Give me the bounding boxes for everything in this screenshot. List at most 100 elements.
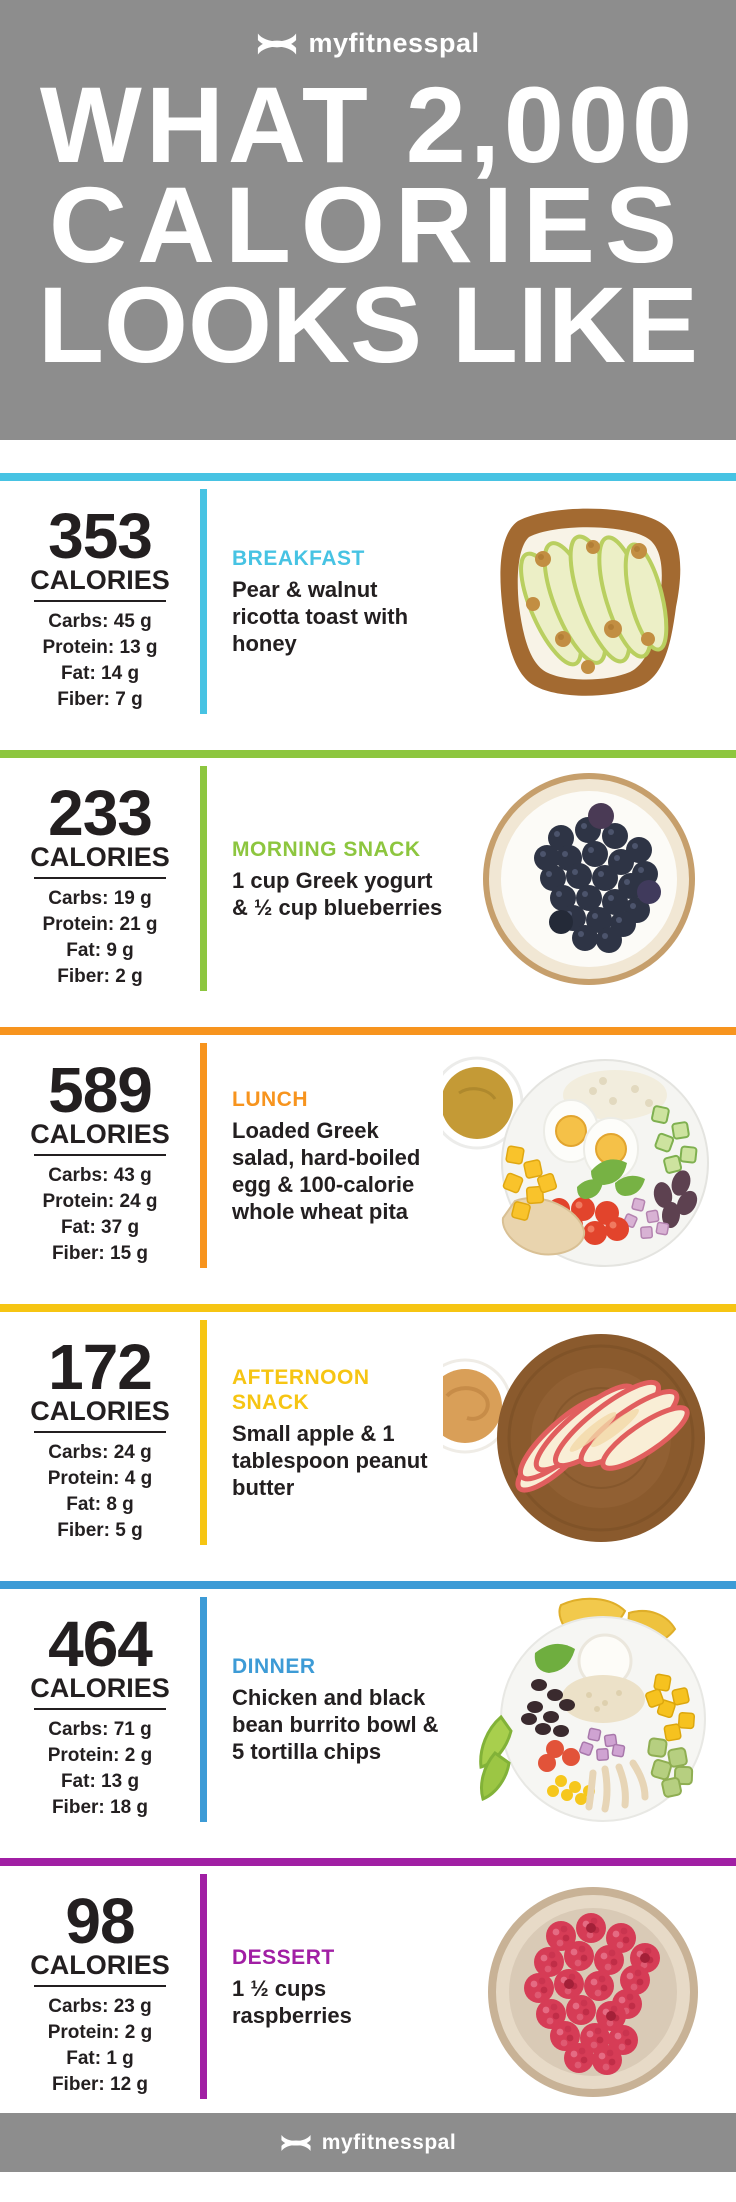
calories-label: CALORIES bbox=[30, 1673, 170, 1703]
divider-rule bbox=[34, 1154, 166, 1156]
carbs-stat: Carbs: 71 g bbox=[48, 1719, 152, 1740]
greek-yogurt-blueberries-bowl-photo bbox=[443, 766, 736, 991]
protein-stat: Protein: 2 g bbox=[47, 2022, 153, 2043]
apple-slices-peanut-butter-illustration bbox=[443, 1320, 736, 1545]
raspberries-bowl-illustration bbox=[443, 1874, 736, 2099]
meal-section-breakfast: 353 CALORIES Carbs: 45 g Protein: 13 g F… bbox=[0, 473, 736, 714]
meal-label: AFTERNOON SNACK bbox=[232, 1365, 370, 1414]
meal-section-dessert: 98 CALORIES Carbs: 23 g Protein: 2 g Fat… bbox=[0, 1858, 736, 2099]
meal-section-lunch: 589 CALORIES Carbs: 43 g Protein: 24 g F… bbox=[0, 1027, 736, 1268]
calorie-summary: 172 CALORIES Carbs: 24 g Protein: 4 g Fa… bbox=[0, 1320, 200, 1544]
calorie-summary: 464 CALORIES Carbs: 71 g Protein: 2 g Fa… bbox=[0, 1597, 200, 1821]
calorie-summary: 98 CALORIES Carbs: 23 g Protein: 2 g Fat… bbox=[0, 1874, 200, 2098]
fiber-stat: Fiber: 12 g bbox=[51, 2074, 149, 2095]
calories-label: CALORIES bbox=[30, 1396, 170, 1426]
protein-stat: Protein: 2 g bbox=[47, 1745, 153, 1766]
page-title: WHAT 2,000 CALORIES LOOKS LIKE bbox=[0, 64, 736, 385]
meal-sections: 353 CALORIES Carbs: 45 g Protein: 13 g F… bbox=[0, 440, 736, 2099]
meal-info: BREAKFAST Pear & walnut ricotta toast wi… bbox=[232, 489, 444, 714]
under-armour-logo-icon bbox=[281, 2134, 311, 2151]
brand-logo: myfitnesspal bbox=[0, 28, 736, 59]
vertical-accent-divider bbox=[200, 766, 207, 991]
meal-info: AFTERNOON SNACK Small apple & 1 tablespo… bbox=[232, 1320, 444, 1545]
meal-info: DINNER Chicken and black bean burrito bo… bbox=[232, 1597, 444, 1822]
calories-label: CALORIES bbox=[30, 565, 170, 595]
meal-description: Loaded Greek salad, hard-boiled egg & 10… bbox=[232, 1117, 421, 1224]
calories-value: 589 bbox=[48, 1054, 153, 1126]
fiber-stat: Fiber: 2 g bbox=[57, 966, 143, 987]
fat-stat: Fat: 13 g bbox=[60, 1771, 140, 1792]
calories-value: 172 bbox=[48, 1331, 153, 1403]
brand-name: myfitnesspal bbox=[308, 28, 480, 58]
calories-value: 353 bbox=[48, 500, 153, 572]
calories-label: CALORIES bbox=[30, 1950, 170, 1980]
pear-walnut-ricotta-toast-illustration bbox=[498, 506, 683, 698]
divider-rule bbox=[34, 1708, 166, 1710]
apple-slices-peanut-butter-photo bbox=[443, 1320, 736, 1545]
loaded-greek-salad-bowl-illustration bbox=[443, 1056, 710, 1268]
carbs-stat: Carbs: 45 g bbox=[48, 611, 152, 632]
meal-info: DESSERT 1 ½ cups raspberries bbox=[232, 1874, 444, 2099]
meal-description: Chicken and black bean burrito bowl & 5 … bbox=[232, 1685, 439, 1764]
fiber-stat: Fiber: 7 g bbox=[57, 689, 143, 710]
fiber-stat: Fiber: 18 g bbox=[51, 1797, 149, 1818]
pear-walnut-ricotta-toast-photo bbox=[443, 489, 736, 714]
footer-brand-logo: myfitnesspal bbox=[280, 2131, 456, 2155]
divider-rule bbox=[34, 600, 166, 602]
title-line-1: WHAT 2,000 bbox=[39, 64, 697, 185]
meal-description: 1 cup Greek yogurt & ½ cup blueberries bbox=[232, 867, 443, 920]
calorie-summary: 233 CALORIES Carbs: 19 g Protein: 21 g F… bbox=[0, 766, 200, 990]
meal-info: MORNING SNACK 1 cup Greek yogurt & ½ cup… bbox=[232, 766, 444, 991]
carbs-stat: Carbs: 19 g bbox=[48, 888, 152, 909]
calories-label: CALORIES bbox=[30, 1119, 170, 1149]
protein-stat: Protein: 21 g bbox=[42, 914, 158, 935]
meal-description: Pear & walnut ricotta toast with honey bbox=[232, 577, 409, 656]
title-line-3: LOOKS LIKE bbox=[37, 264, 699, 385]
chicken-burrito-bowl-illustration bbox=[443, 1597, 736, 1822]
carbs-stat: Carbs: 23 g bbox=[48, 1996, 152, 2017]
meal-label: BREAKFAST bbox=[232, 547, 365, 570]
footer: myfitnesspal bbox=[0, 2113, 736, 2172]
fiber-stat: Fiber: 5 g bbox=[57, 1520, 143, 1541]
meal-description: Small apple & 1 tablespoon peanut butter bbox=[232, 1420, 428, 1500]
greek-yogurt-blueberries-bowl-illustration bbox=[443, 766, 736, 991]
meal-label: MORNING SNACK bbox=[232, 837, 421, 861]
divider-rule bbox=[34, 877, 166, 879]
divider-rule bbox=[34, 1431, 166, 1433]
meal-label: DINNER bbox=[232, 1655, 316, 1678]
header: myfitnesspal WHAT 2,000 CALORIES LOOKS L… bbox=[0, 0, 736, 440]
vertical-accent-divider bbox=[200, 1597, 207, 1822]
meal-section-dinner: 464 CALORIES Carbs: 71 g Protein: 2 g Fa… bbox=[0, 1581, 736, 1822]
carbs-stat: Carbs: 43 g bbox=[48, 1165, 152, 1186]
meal-info: LUNCH Loaded Greek salad, hard-boiled eg… bbox=[232, 1043, 444, 1268]
meal-description: 1 ½ cups raspberries bbox=[232, 1975, 352, 2028]
vertical-accent-divider bbox=[200, 1874, 207, 2099]
vertical-accent-divider bbox=[200, 1320, 207, 1545]
fat-stat: Fat: 9 g bbox=[66, 940, 134, 961]
calories-label: CALORIES bbox=[30, 842, 170, 872]
protein-stat: Protein: 13 g bbox=[42, 637, 158, 658]
fat-stat: Fat: 14 g bbox=[60, 663, 140, 684]
fat-stat: Fat: 1 g bbox=[66, 2048, 134, 2069]
meal-label: DESSERT bbox=[232, 1945, 335, 1969]
footer-brand-name: myfitnesspal bbox=[321, 2130, 457, 2154]
calorie-summary: 353 CALORIES Carbs: 45 g Protein: 13 g F… bbox=[0, 489, 200, 713]
chicken-burrito-bowl-photo bbox=[443, 1597, 736, 1822]
calories-value: 233 bbox=[48, 777, 153, 849]
meal-section-afternoon-snack: 172 CALORIES Carbs: 24 g Protein: 4 g Fa… bbox=[0, 1304, 736, 1545]
raspberries-bowl-photo bbox=[443, 1874, 736, 2099]
fat-stat: Fat: 8 g bbox=[66, 1494, 134, 1515]
protein-stat: Protein: 4 g bbox=[47, 1468, 153, 1489]
divider-rule bbox=[34, 1985, 166, 1987]
meal-section-morning-snack: 233 CALORIES Carbs: 19 g Protein: 21 g F… bbox=[0, 750, 736, 991]
vertical-accent-divider bbox=[200, 1043, 207, 1268]
calorie-summary: 589 CALORIES Carbs: 43 g Protein: 24 g F… bbox=[0, 1043, 200, 1267]
under-armour-logo-icon bbox=[258, 33, 297, 54]
carbs-stat: Carbs: 24 g bbox=[48, 1442, 152, 1463]
calories-value: 98 bbox=[65, 1885, 135, 1957]
meal-label: LUNCH bbox=[232, 1087, 308, 1111]
title-line-2: CALORIES bbox=[48, 164, 688, 285]
fat-stat: Fat: 37 g bbox=[60, 1217, 140, 1238]
fiber-stat: Fiber: 15 g bbox=[51, 1243, 149, 1264]
calories-value: 464 bbox=[48, 1608, 153, 1680]
